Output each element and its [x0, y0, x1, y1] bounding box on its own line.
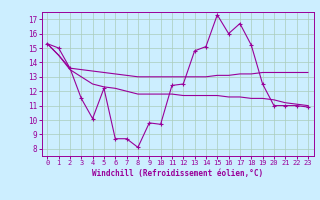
X-axis label: Windchill (Refroidissement éolien,°C): Windchill (Refroidissement éolien,°C)	[92, 169, 263, 178]
